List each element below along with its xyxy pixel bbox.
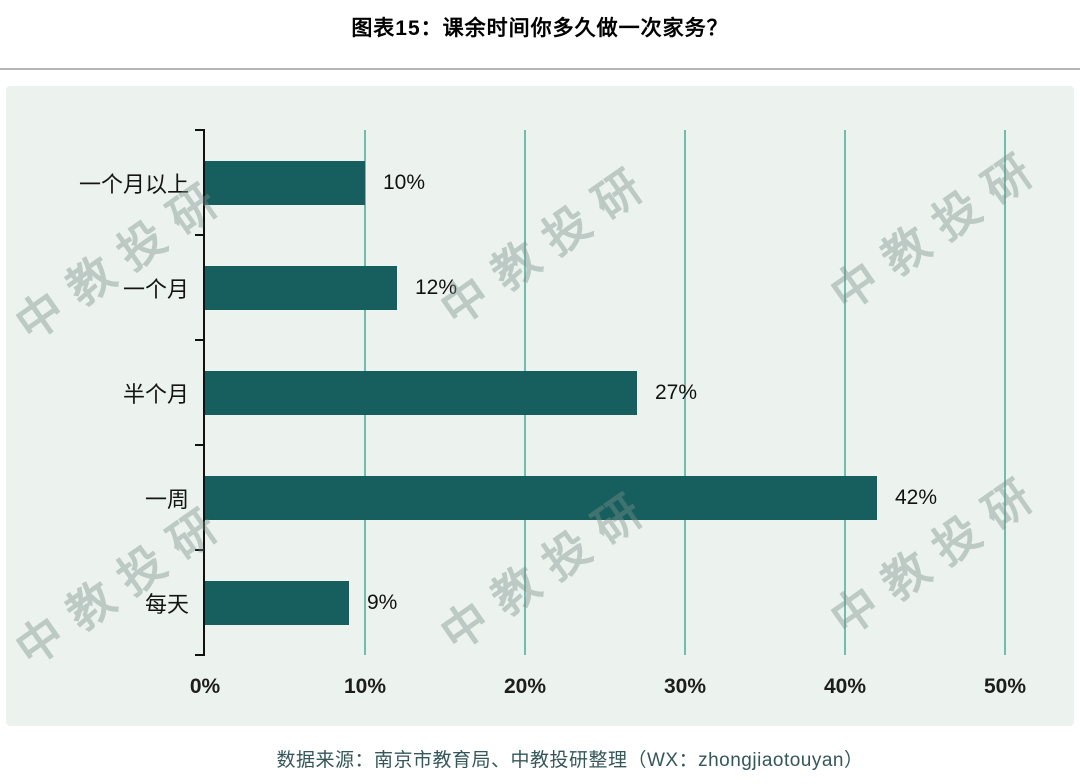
bar xyxy=(205,265,397,310)
chart-title: 图表15：课余时间你多久做一次家务？ xyxy=(351,17,729,40)
category-label: 一周 xyxy=(144,486,189,512)
y-axis-tick xyxy=(195,234,205,236)
value-label: 9% xyxy=(367,590,398,614)
value-label: 10% xyxy=(383,170,426,194)
y-axis-tick xyxy=(195,444,205,446)
bar xyxy=(205,370,637,415)
bar xyxy=(205,475,877,520)
value-label: 27% xyxy=(655,380,698,404)
x-axis-tick-label: 10% xyxy=(343,675,387,698)
bar-row: 一个月 12% xyxy=(123,235,1005,340)
bar-row: 每天 9% xyxy=(145,550,1005,655)
y-axis-tick xyxy=(195,549,205,551)
source-note: 数据来源：南京市教育局、中教投研整理（WX：zhongjiaotouyan） xyxy=(276,750,864,771)
bar-row: 一个月以上 10% xyxy=(79,130,1005,235)
category-label: 一个月 xyxy=(122,276,189,302)
value-label: 42% xyxy=(895,485,938,509)
bar xyxy=(205,160,365,205)
value-label: 12% xyxy=(415,275,458,299)
category-label: 半个月 xyxy=(122,381,189,407)
bar xyxy=(205,580,349,625)
y-axis-tick xyxy=(195,654,205,656)
x-axis-tick-label: 40% xyxy=(823,675,867,698)
chart-panel: 一个月以上 10% 一个月 12% 半个月 27% 一周 42% 每天 9% 0% 10% 20% 30… xyxy=(6,86,1074,726)
gridline xyxy=(1004,130,1006,655)
y-axis-line xyxy=(203,130,205,655)
x-axis-tick-label: 50% xyxy=(983,675,1027,698)
category-label: 每天 xyxy=(144,591,189,617)
category-label: 一个月以上 xyxy=(78,171,189,197)
x-axis-tick-label: 30% xyxy=(663,675,707,698)
bar-row: 半个月 27% xyxy=(123,340,1005,445)
y-axis-tick xyxy=(195,129,205,131)
plot-area: 一个月以上 10% 一个月 12% 半个月 27% 一周 42% 每天 9% 0% 10% 20% 30… xyxy=(79,129,1026,698)
gridline xyxy=(684,130,686,655)
title-divider xyxy=(0,68,1080,70)
y-axis-tick xyxy=(195,339,205,341)
x-axis-tick-label: 0% xyxy=(189,675,221,698)
x-axis-tick-label: 20% xyxy=(503,675,547,698)
bar-row: 一周 42% xyxy=(145,445,1005,550)
gridline xyxy=(844,130,846,655)
